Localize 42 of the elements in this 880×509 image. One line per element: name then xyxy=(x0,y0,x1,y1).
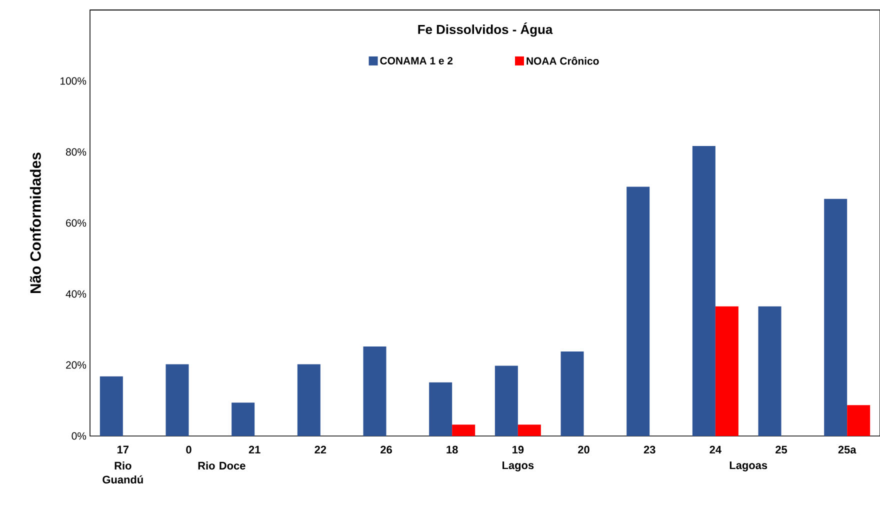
text: Rio Doce xyxy=(198,462,246,470)
x-tick-label: 25 xyxy=(776,446,788,454)
bar xyxy=(692,146,716,436)
y-tick-label: 60% xyxy=(66,219,86,227)
bar xyxy=(363,346,386,436)
bar xyxy=(100,376,123,436)
text: Rio Guandú xyxy=(102,462,143,484)
bar xyxy=(429,382,452,436)
y-tick-label: 20% xyxy=(66,361,86,369)
bar xyxy=(518,424,541,436)
text: Lagoas xyxy=(730,462,768,472)
legend-label: CONAMA 1 e 2 xyxy=(380,57,453,64)
text: Lagos xyxy=(502,462,534,472)
legend-label: NOAA Crônico xyxy=(526,56,599,65)
x-tick-label: 17 xyxy=(118,446,129,454)
x-tick-label: 0 xyxy=(186,446,192,454)
x-tick-label: 22 xyxy=(314,446,326,454)
y-tick-label: 80% xyxy=(66,148,86,156)
bar xyxy=(758,306,782,436)
bar xyxy=(494,366,518,436)
x-tick-label: 21 xyxy=(248,446,260,454)
text: Fe Dissolvidos - Água xyxy=(418,22,553,37)
x-tick-label: 23 xyxy=(644,446,656,454)
bar xyxy=(452,424,476,436)
bar xyxy=(166,364,189,436)
x-tick-label: 25a xyxy=(838,446,856,454)
x-tick-label: 20 xyxy=(578,446,590,454)
x-tick-label: 18 xyxy=(446,446,458,454)
x-tick-label: 24 xyxy=(710,446,722,454)
bar xyxy=(824,198,848,436)
bar xyxy=(626,186,650,436)
bar xyxy=(297,364,320,436)
x-tick-label: 19 xyxy=(512,446,524,454)
y-tick-label: 0% xyxy=(72,432,86,440)
y-tick-label: 40% xyxy=(66,290,86,298)
bar xyxy=(715,306,738,436)
bar xyxy=(847,405,870,436)
x-tick-label: 26 xyxy=(380,446,392,454)
bar xyxy=(560,352,584,436)
y-axis-title: Não Conformidades xyxy=(30,152,41,293)
y-tick-label: 100% xyxy=(60,77,86,85)
bar xyxy=(232,402,255,436)
